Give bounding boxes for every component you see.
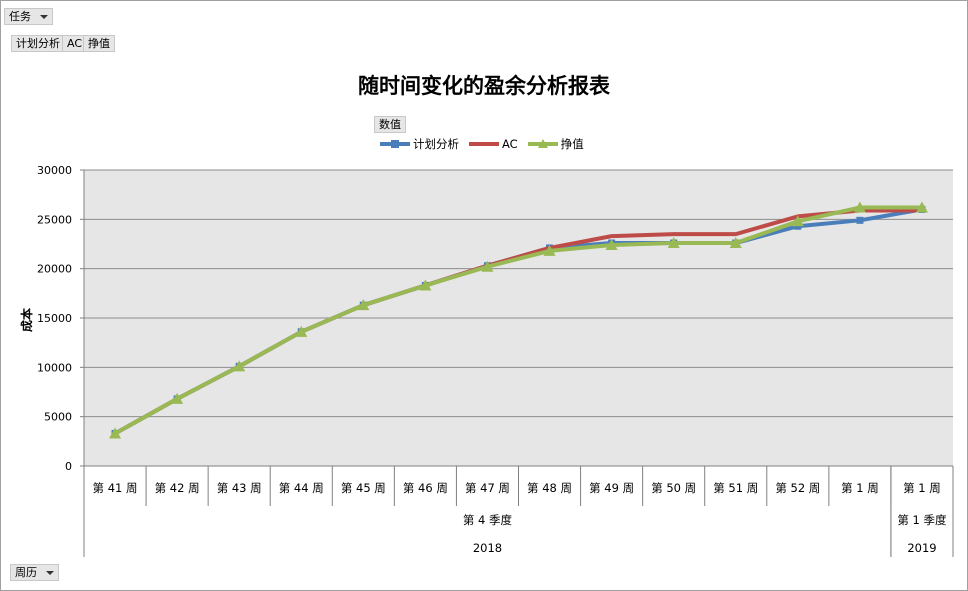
series-field-ac-label: AC <box>67 37 82 50</box>
legend-label-ac: AC <box>502 137 518 151</box>
legend-item-ev[interactable]: 挣值 <box>528 136 584 152</box>
values-field-button[interactable]: 数值 <box>374 116 406 133</box>
series-field-planned-label: 计划分析 <box>16 37 60 50</box>
calendar-filter-label: 周历 <box>15 566 37 579</box>
legend-label-ev: 挣值 <box>561 136 584 152</box>
chart-title: 随时间变化的盈余分析报表 <box>0 70 968 100</box>
legend-label-planned: 计划分析 <box>413 136 459 152</box>
legend-item-ac[interactable]: AC <box>469 137 518 151</box>
legend-item-planned[interactable]: 计划分析 <box>380 136 459 152</box>
values-field-label: 数值 <box>379 118 401 131</box>
series-field-planned[interactable]: 计划分析 <box>11 35 65 52</box>
series-field-ev[interactable]: 挣值 <box>83 35 115 52</box>
series-field-ev-label: 挣值 <box>88 37 110 50</box>
legend-swatch-ac <box>469 138 499 150</box>
legend-swatch-planned <box>380 138 410 150</box>
task-filter-label: 任务 <box>9 10 31 23</box>
legend-swatch-ev <box>528 138 558 150</box>
calendar-filter-button[interactable]: 周历 <box>10 564 59 581</box>
chart-legend: 计划分析 AC 挣值 <box>380 136 584 152</box>
task-filter-button[interactable]: 任务 <box>4 8 53 25</box>
